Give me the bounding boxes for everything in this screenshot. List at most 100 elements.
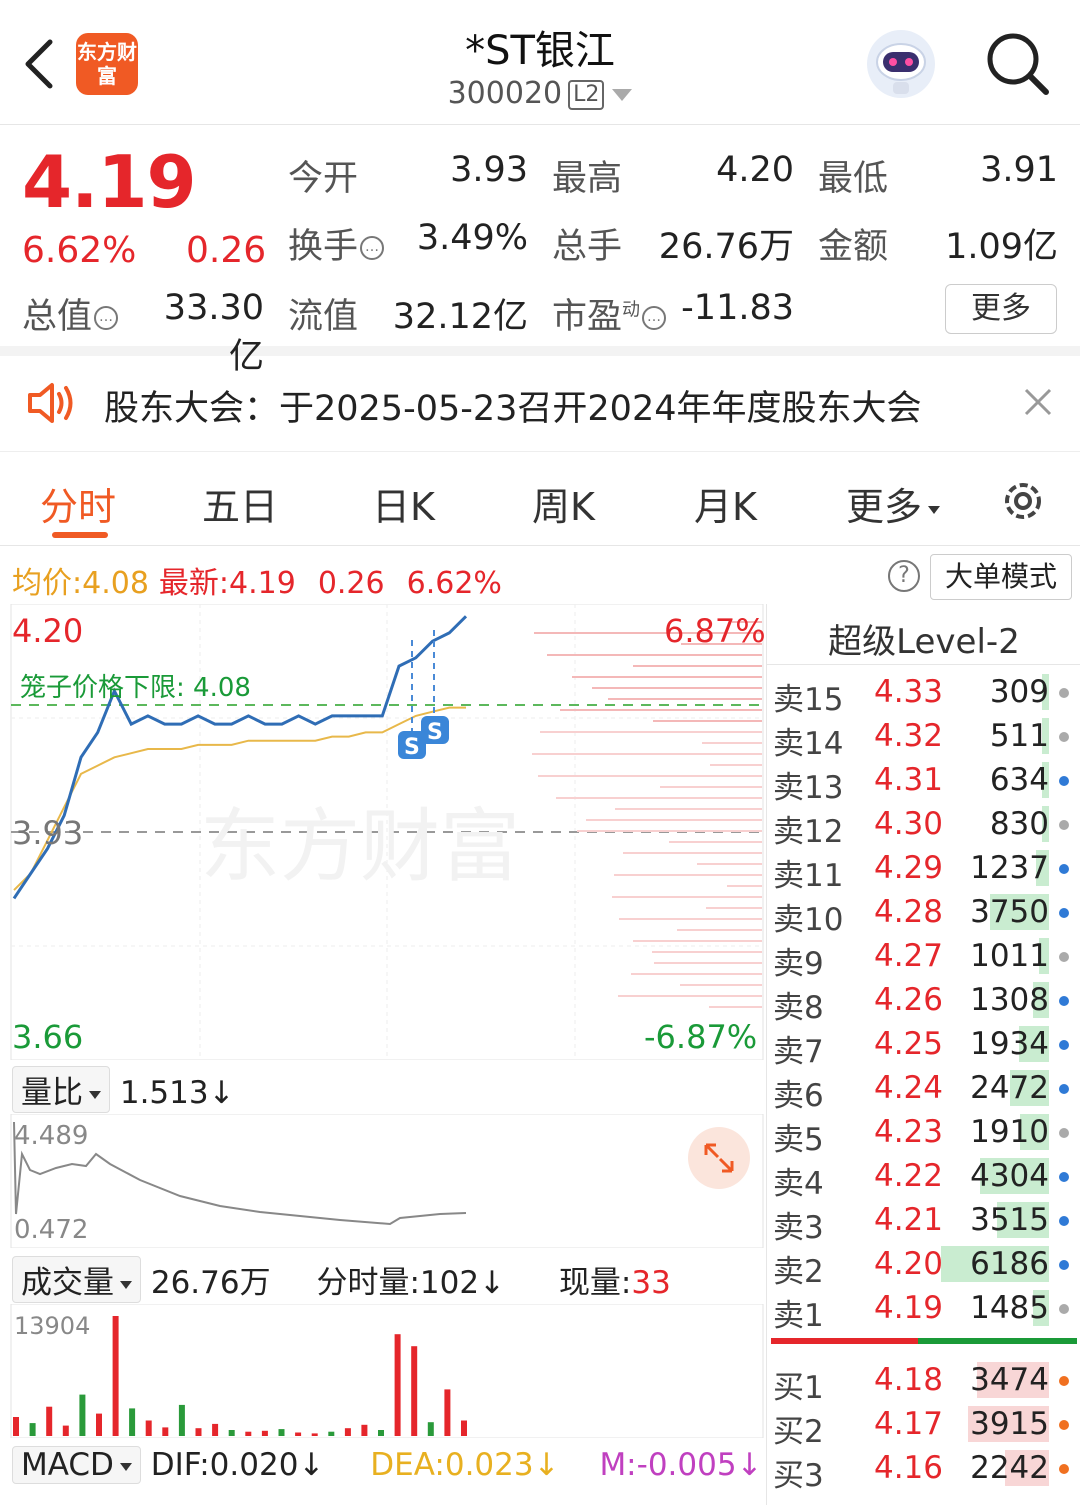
close-icon[interactable] <box>1020 384 1056 420</box>
more-quote-button[interactable]: 更多 <box>945 284 1057 334</box>
level-label: 卖13 <box>773 770 844 806</box>
ask-row[interactable]: 卖11 4.29 1237 <box>767 846 1080 894</box>
search-icon[interactable] <box>984 30 1050 96</box>
bid-row[interactable]: 买1 4.18 3474 <box>767 1358 1080 1406</box>
volume-bar <box>361 1424 368 1436</box>
latest-label: 最新: <box>158 566 230 601</box>
big-order-mode-button[interactable]: 大单模式 <box>930 554 1072 600</box>
stock-name: *ST银江 <box>465 28 615 74</box>
info-icon[interactable]: … <box>642 306 667 330</box>
tab-more[interactable]: 更多 <box>846 476 941 531</box>
tab-intraday[interactable]: 分时 <box>40 485 117 529</box>
float-label: 流值 <box>288 297 359 337</box>
intraday-info-line: 均价:4.08 最新:4.19 0.26 6.62% <box>12 558 502 602</box>
ask-row[interactable]: 卖8 4.26 1308 <box>767 978 1080 1026</box>
volume-ratio-label: 量比 <box>21 1075 83 1111</box>
speaker-icon <box>28 383 73 423</box>
level-label: 卖8 <box>773 990 824 1026</box>
level-volume: 1910 <box>970 1114 1049 1150</box>
dot-icon <box>1059 1128 1069 1138</box>
tab-daily-k[interactable]: 日K <box>372 485 435 529</box>
ask-row[interactable]: 卖2 4.20 6186 <box>767 1242 1080 1290</box>
ask-row[interactable]: 卖15 4.33 309 <box>767 670 1080 718</box>
turnover-label[interactable]: 换手… <box>288 218 385 269</box>
volume-bar <box>1042 674 1049 710</box>
ask-row[interactable]: 卖12 4.30 830 <box>767 802 1080 850</box>
volume-ratio-dropdown[interactable]: 量比 <box>12 1066 110 1113</box>
dropdown-triangle-icon <box>612 88 633 101</box>
prev-close-label: 3.93 <box>12 814 83 852</box>
gear-icon[interactable] <box>998 476 1048 526</box>
volume-bar <box>1042 718 1049 754</box>
mktcap-label[interactable]: 总值… <box>22 288 119 339</box>
dot-icon <box>1059 1376 1069 1386</box>
dot-icon <box>1059 1304 1069 1314</box>
ask-row[interactable]: 卖5 4.23 1910 <box>767 1110 1080 1158</box>
intraday-chart[interactable]: 东方财富 S S 4.20 6.87% 笼子价格下限: 4.08 3.93 3.… <box>0 604 764 1060</box>
macd-dropdown[interactable]: MACD <box>12 1446 141 1484</box>
volume-dropdown[interactable]: 成交量 <box>12 1256 141 1303</box>
sell-signal-marker[interactable]: S <box>421 716 449 745</box>
level-label: 卖5 <box>773 1122 824 1158</box>
volume-bar <box>79 1394 86 1436</box>
stock-code-row[interactable]: 300020 L2 <box>340 76 740 111</box>
ask-row[interactable]: 卖3 4.21 3515 <box>767 1198 1080 1246</box>
pe-label-text: 市盈 <box>552 297 623 337</box>
volume-total: 26.76万 <box>150 1265 271 1301</box>
level-label: 卖3 <box>773 1210 824 1246</box>
level-volume: 4304 <box>970 1158 1049 1194</box>
notice-text[interactable]: 股东大会：于2025-05-23召开2024年年度股东大会 <box>104 389 922 429</box>
notice-bar[interactable]: 股东大会：于2025-05-23召开2024年年度股东大会 <box>0 356 1080 452</box>
level-volume: 3515 <box>970 1202 1049 1238</box>
volume-bar <box>1033 982 1049 1018</box>
level-price: 4.17 <box>873 1406 943 1442</box>
ask-row[interactable]: 卖9 4.27 1011 <box>767 934 1080 982</box>
float-value: 32.12亿 <box>392 297 528 337</box>
level-volume: 3750 <box>970 894 1049 930</box>
volume-ratio-chart[interactable]: 4.489 0.472 <box>0 1114 764 1248</box>
volume-bar <box>1042 762 1049 798</box>
ask-row[interactable]: 卖1 4.19 1485 <box>767 1286 1080 1334</box>
robot-assistant-icon[interactable] <box>865 28 937 100</box>
down-arrow-icon: ↓ <box>479 1265 506 1301</box>
ask-row[interactable]: 卖6 4.24 2472 <box>767 1066 1080 1114</box>
tab-monthly-k[interactable]: 月K <box>694 485 757 529</box>
back-icon[interactable] <box>18 36 62 92</box>
change-amount: 0.26 <box>186 230 267 271</box>
level-volume: 1308 <box>970 982 1049 1018</box>
tab-weekly-k[interactable]: 周K <box>532 485 595 529</box>
level-price: 4.32 <box>873 718 943 754</box>
bid-row[interactable]: 买2 4.17 3915 <box>767 1402 1080 1450</box>
ask-row[interactable]: 卖13 4.31 634 <box>767 758 1080 806</box>
info-icon[interactable]: … <box>94 306 119 330</box>
level-label: 卖2 <box>773 1254 824 1290</box>
level-price: 4.23 <box>873 1114 943 1150</box>
dot-icon <box>1059 908 1069 918</box>
ask-row[interactable]: 卖14 4.32 511 <box>767 714 1080 762</box>
ask-row[interactable]: 卖7 4.25 1934 <box>767 1022 1080 1070</box>
tab-five-day[interactable]: 五日 <box>202 485 279 529</box>
bid-row[interactable]: 买3 4.16 2242 <box>767 1446 1080 1494</box>
info-icon[interactable]: … <box>360 236 385 260</box>
turnover-value: 3.49% <box>416 218 528 258</box>
active-tab-indicator <box>52 532 108 538</box>
help-icon[interactable]: ? <box>888 560 920 592</box>
ask-row[interactable]: 卖4 4.22 4304 <box>767 1154 1080 1202</box>
level-price: 4.21 <box>873 1202 943 1238</box>
ask-row[interactable]: 卖10 4.28 3750 <box>767 890 1080 938</box>
sell-signal-marker[interactable]: S <box>398 731 426 760</box>
level-volume: 6186 <box>970 1246 1049 1282</box>
macd-dif: DIF:0.020 <box>150 1447 299 1483</box>
chevron-down-icon <box>89 1090 101 1099</box>
app-logo[interactable]: 东方财富 <box>76 33 138 95</box>
level-volume: 1011 <box>970 938 1049 974</box>
order-book-title: 超级Level-2 <box>828 622 1020 662</box>
level-price: 4.25 <box>873 1026 943 1062</box>
expand-button[interactable] <box>688 1127 750 1189</box>
order-book[interactable]: 超级Level-2 卖15 4.33 309 卖14 4.32 511 卖13 4.31 634… <box>766 604 1080 1505</box>
volume-bar <box>1033 1290 1049 1326</box>
volume-chart[interactable]: 13904 <box>0 1304 764 1438</box>
pe-label[interactable]: 市盈动… <box>552 288 667 339</box>
level-label: 买1 <box>773 1370 824 1406</box>
down-arrow-icon: ↓ <box>208 1075 235 1111</box>
